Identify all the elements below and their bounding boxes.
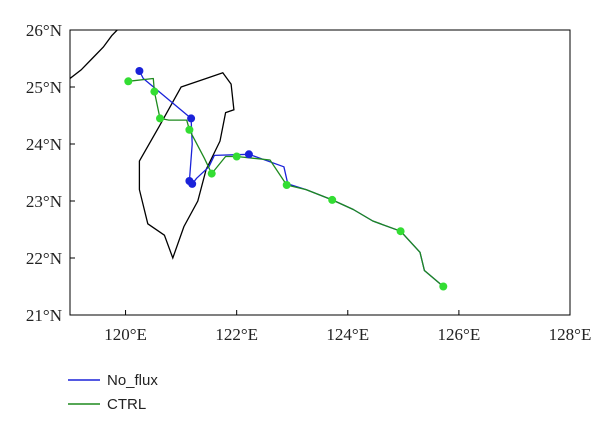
x-tick-label: 124°E xyxy=(326,325,369,344)
x-axis-ticks: 120°E 122°E 124°E 126°E 128°E xyxy=(104,310,591,344)
y-tick-label: 21°N xyxy=(26,306,62,325)
legend-label-no-flux: No_flux xyxy=(107,372,158,389)
track-point-no-flux xyxy=(188,179,197,188)
track-point-ctrl xyxy=(207,169,216,178)
y-tick-label: 25°N xyxy=(26,78,62,97)
track-point-no-flux xyxy=(187,114,196,123)
track-point-ctrl xyxy=(150,87,159,96)
track-point-ctrl xyxy=(328,195,337,204)
track-point-ctrl xyxy=(232,152,241,161)
track-point-no-flux xyxy=(244,150,253,159)
y-axis-ticks: 21°N 22°N 23°N 24°N 25°N 26°N xyxy=(26,21,75,325)
track-point-ctrl xyxy=(396,227,405,236)
x-tick-label: 126°E xyxy=(438,325,481,344)
coastline-taiwan xyxy=(138,72,235,260)
coastline-layer xyxy=(70,30,235,260)
x-tick-label: 122°E xyxy=(215,325,258,344)
coastline-mainland-china-coast xyxy=(70,30,118,80)
y-tick-label: 22°N xyxy=(26,249,62,268)
track-point-no-flux xyxy=(135,67,144,75)
track-point-ctrl xyxy=(185,125,194,134)
x-tick-label: 120°E xyxy=(104,325,147,344)
x-tick-label: 128°E xyxy=(549,325,592,344)
legend: No_flux CTRL xyxy=(68,372,158,413)
y-tick-label: 26°N xyxy=(26,21,62,40)
plot-frame xyxy=(69,29,571,316)
legend-label-ctrl: CTRL xyxy=(107,396,146,413)
marker-layer xyxy=(124,67,448,291)
track-point-ctrl xyxy=(439,282,448,291)
track-point-ctrl xyxy=(156,114,164,123)
y-tick-label: 24°N xyxy=(26,135,62,154)
y-tick-label: 23°N xyxy=(26,192,62,211)
track-point-ctrl xyxy=(282,181,291,189)
track-point-ctrl xyxy=(124,77,133,86)
